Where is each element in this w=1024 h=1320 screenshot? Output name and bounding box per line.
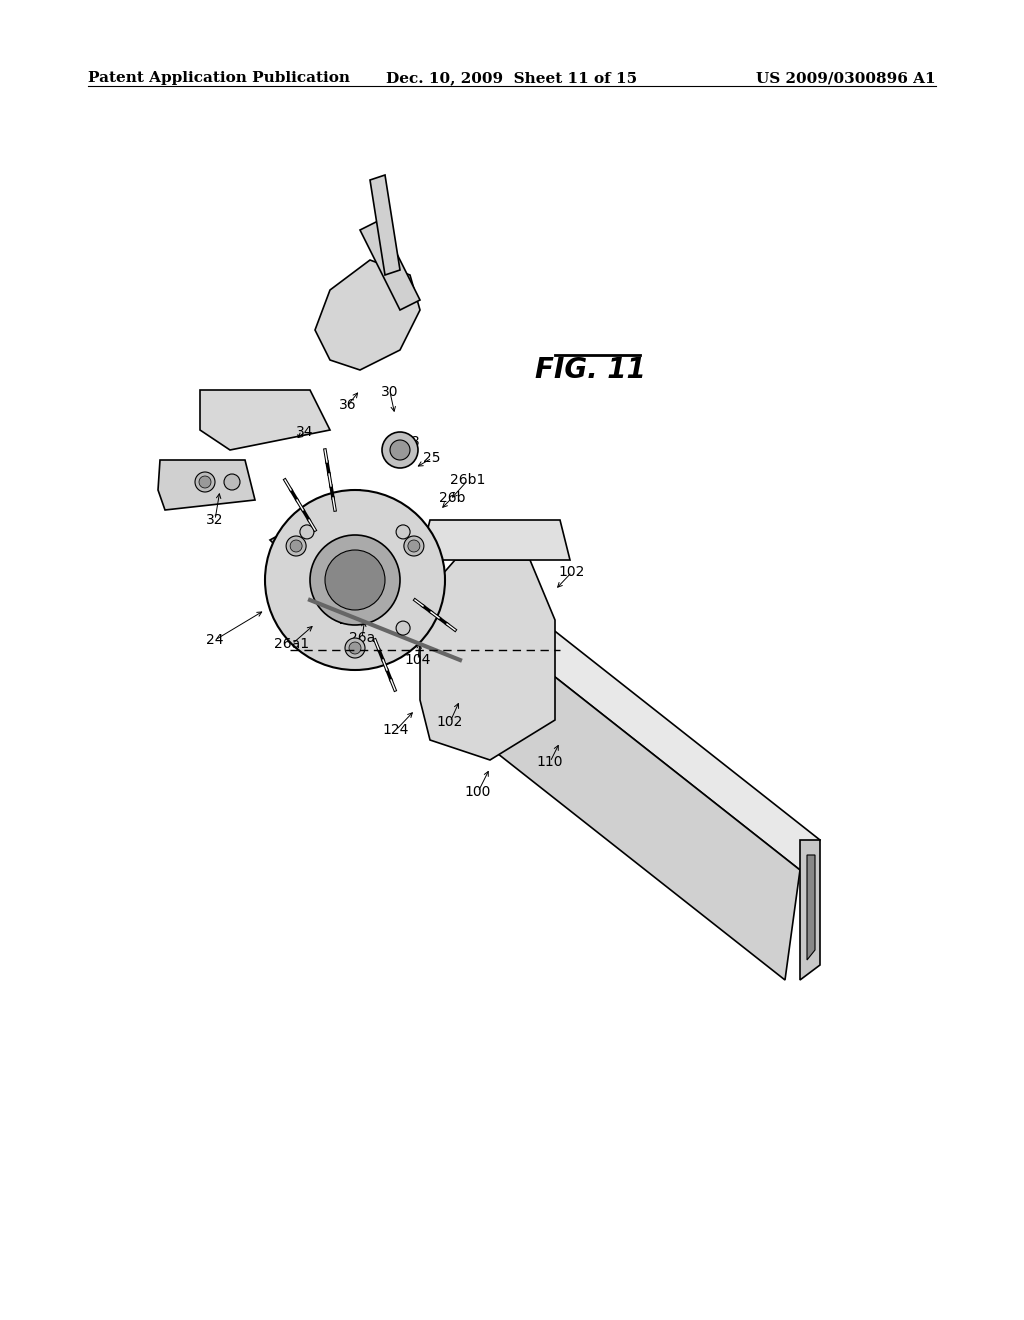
Circle shape: [195, 473, 215, 492]
Polygon shape: [420, 560, 555, 760]
Circle shape: [286, 536, 306, 556]
Polygon shape: [807, 855, 815, 960]
Polygon shape: [200, 389, 330, 450]
Circle shape: [382, 432, 418, 469]
Polygon shape: [265, 550, 370, 610]
Circle shape: [300, 525, 314, 539]
Text: 25: 25: [423, 451, 440, 465]
Text: 38: 38: [403, 436, 421, 449]
Circle shape: [408, 540, 420, 552]
Circle shape: [265, 490, 445, 671]
Polygon shape: [470, 579, 820, 870]
Text: 26a: 26a: [349, 631, 375, 645]
Text: 26b1: 26b1: [451, 473, 485, 487]
Text: FIG. 11: FIG. 11: [535, 356, 645, 384]
Circle shape: [403, 536, 424, 556]
Text: 28: 28: [339, 612, 356, 627]
Text: 24: 24: [206, 634, 224, 647]
Text: 26b: 26b: [438, 491, 465, 506]
Polygon shape: [158, 459, 255, 510]
Text: 30: 30: [381, 385, 398, 399]
Circle shape: [345, 638, 365, 657]
Text: 36: 36: [339, 399, 356, 412]
Polygon shape: [370, 176, 400, 275]
Text: Dec. 10, 2009  Sheet 11 of 15: Dec. 10, 2009 Sheet 11 of 15: [386, 71, 638, 84]
Text: 104: 104: [404, 653, 431, 667]
Text: 102: 102: [559, 565, 585, 579]
Polygon shape: [455, 610, 800, 979]
Text: 124: 124: [383, 723, 410, 737]
Circle shape: [224, 474, 240, 490]
Text: 34: 34: [296, 425, 313, 440]
Text: 32: 32: [206, 513, 224, 527]
Text: 100: 100: [465, 785, 492, 799]
Text: 110: 110: [537, 755, 563, 770]
Polygon shape: [420, 520, 570, 560]
Text: 26a1: 26a1: [274, 638, 309, 651]
Polygon shape: [360, 220, 420, 310]
Circle shape: [349, 642, 361, 653]
Polygon shape: [800, 840, 820, 979]
Text: 102: 102: [437, 715, 463, 729]
Circle shape: [310, 535, 400, 624]
Circle shape: [396, 622, 410, 635]
Circle shape: [396, 525, 410, 539]
Circle shape: [199, 477, 211, 488]
Text: Patent Application Publication: Patent Application Publication: [88, 71, 350, 84]
Circle shape: [290, 540, 302, 552]
Circle shape: [390, 440, 410, 459]
Polygon shape: [270, 490, 380, 560]
Text: US 2009/0300896 A1: US 2009/0300896 A1: [757, 71, 936, 84]
Circle shape: [325, 550, 385, 610]
Polygon shape: [315, 260, 420, 370]
